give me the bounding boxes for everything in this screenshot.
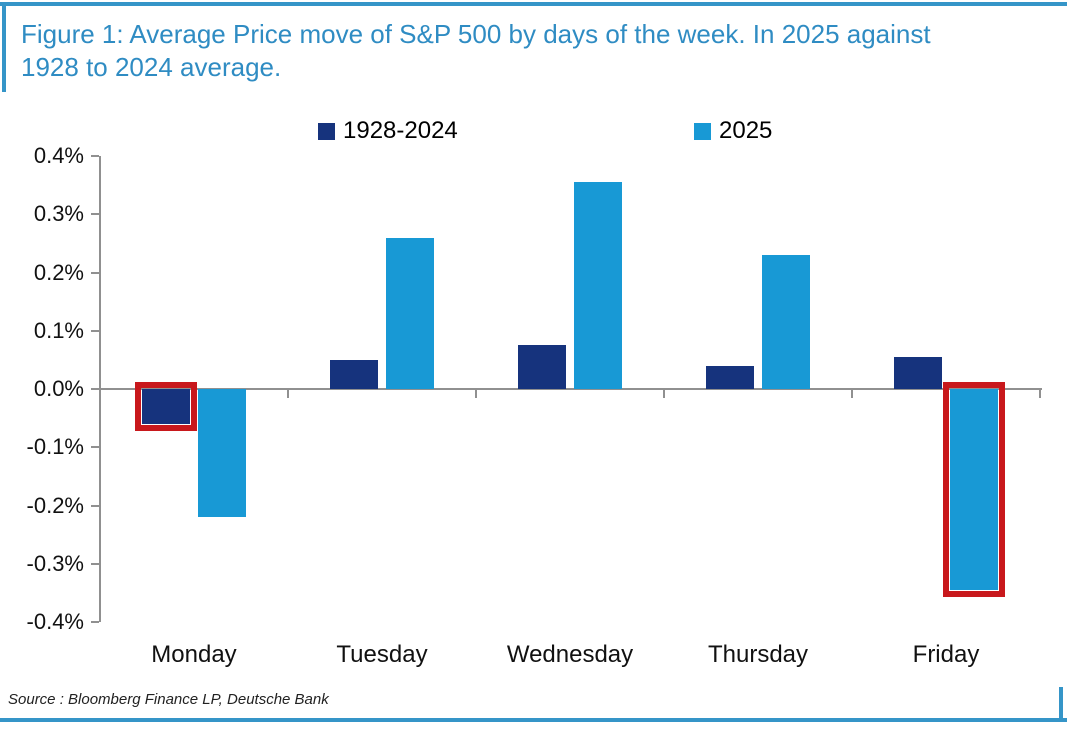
bar-1928-2024-Wednesday <box>518 345 566 389</box>
x-axis-category-label: Friday <box>912 641 980 668</box>
legend-item-2025: 2025 <box>694 117 772 145</box>
bar-2025-Wednesday <box>574 182 622 389</box>
y-axis-tick <box>91 446 99 449</box>
y-axis-tick-label: 0.2% <box>33 259 84 285</box>
y-axis-tick <box>91 504 99 507</box>
y-axis-tick-label: -0.2% <box>26 492 84 518</box>
figure-title: Figure 1: Average Price move of S&P 500 … <box>21 18 1041 84</box>
highlight-box-1928-2024-Monday <box>135 382 197 431</box>
figure-title-line-2: 1928 to 2024 average. <box>21 52 282 82</box>
legend-swatch-1928-2024 <box>318 122 335 140</box>
x-axis-category-label: Thursday <box>707 641 809 668</box>
y-axis-tick-label: -0.1% <box>26 434 84 460</box>
x-axis-tick <box>287 390 289 398</box>
y-axis-tick-label: 0.0% <box>33 376 84 401</box>
legend-label-2025: 2025 <box>719 117 773 144</box>
figure-title-line-1: Figure 1: Average Price move of S&P 500 … <box>21 19 931 49</box>
bottom-right-border <box>1059 687 1063 718</box>
y-axis-tick-label: -0.4% <box>26 609 84 634</box>
bar-1928-2024-Friday <box>894 356 942 389</box>
y-axis-tick <box>91 213 99 216</box>
x-axis-category-label: Tuesday <box>336 641 428 668</box>
source-note: Source : Bloomberg Finance LP, Deutsche … <box>8 691 329 708</box>
bar-2025-Thursday <box>762 255 810 389</box>
y-axis-tick <box>91 271 99 274</box>
x-axis-tick <box>663 390 665 398</box>
x-axis-category-label: Wednesday <box>506 641 634 668</box>
y-axis-tick <box>91 155 99 157</box>
y-axis-tick <box>91 388 99 390</box>
x-axis-category-label: Monday <box>151 641 237 668</box>
bar-2025-Tuesday <box>386 237 434 389</box>
x-axis-tick <box>851 390 853 398</box>
top-border-line <box>0 2 1067 6</box>
y-axis-tick-label: 0.3% <box>33 201 84 227</box>
y-axis-tick <box>91 562 99 565</box>
x-axis-tick <box>475 390 477 398</box>
highlight-box-2025-Friday <box>943 382 1005 597</box>
legend-label-1928-2024: 1928-2024 <box>343 117 458 144</box>
bar-1928-2024-Tuesday <box>330 359 378 389</box>
y-axis-tick-label: -0.3% <box>26 550 84 576</box>
bar-1928-2024-Monday <box>142 389 190 424</box>
bar-1928-2024-Thursday <box>706 365 754 389</box>
legend-item-1928-2024: 1928-2024 <box>318 117 458 145</box>
title-left-border <box>2 2 6 92</box>
bar-2025-Monday <box>198 389 246 518</box>
bar-2025-Friday <box>950 389 998 590</box>
legend-swatch-2025 <box>694 122 711 140</box>
x-axis-zero-line <box>100 388 1042 390</box>
y-axis-tick <box>91 621 99 623</box>
y-axis-tick-label: 0.4% <box>33 143 84 168</box>
y-axis-tick-label: 0.1% <box>33 317 84 343</box>
x-axis-tick <box>1039 390 1041 398</box>
y-axis-tick <box>91 329 99 332</box>
bottom-border-line <box>0 718 1067 722</box>
